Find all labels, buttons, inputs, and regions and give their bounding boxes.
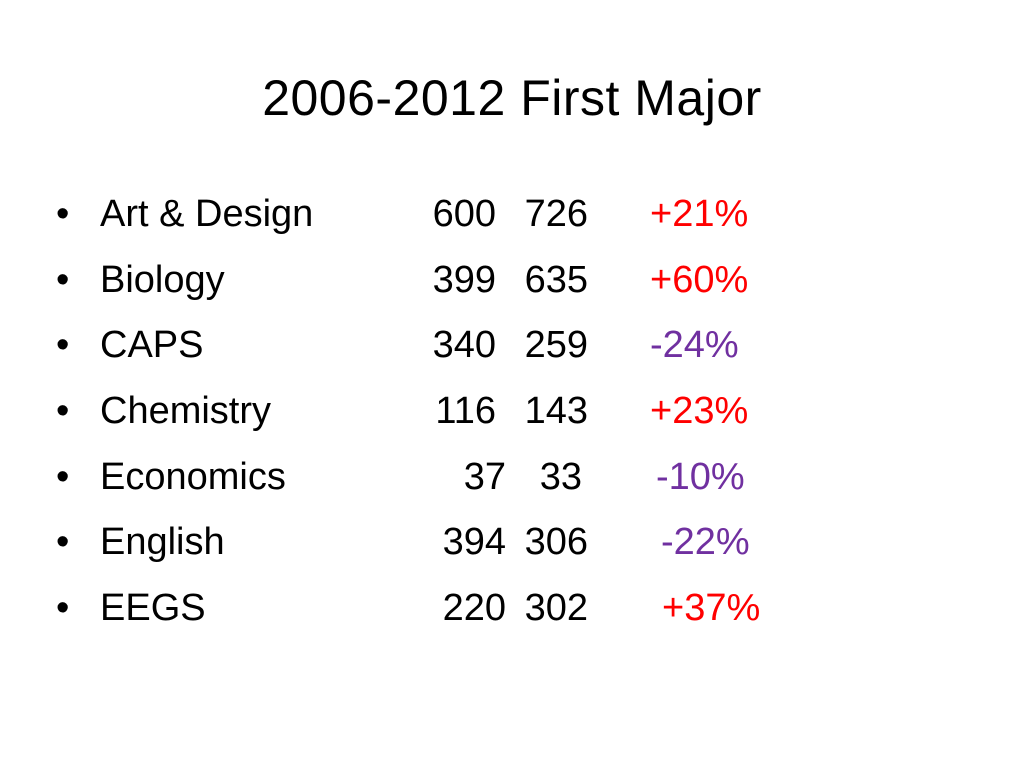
major-label: Biology bbox=[100, 258, 225, 301]
value-2012: 306 bbox=[524, 521, 588, 564]
list-item-english: • English 394 306 -22% bbox=[56, 512, 956, 578]
value-2012: 726 bbox=[524, 193, 588, 235]
percent-change: +21% bbox=[650, 193, 749, 235]
bullet-icon: • bbox=[56, 193, 70, 235]
value-2006: 399 bbox=[432, 258, 496, 301]
value-2012: 259 bbox=[524, 324, 588, 367]
value-2006: 37 bbox=[463, 455, 506, 498]
slide-title: 2006-2012 First Major bbox=[262, 70, 762, 126]
major-label: EEGS bbox=[100, 587, 206, 630]
value-2012: 302 bbox=[524, 587, 588, 630]
percent-change: -10% bbox=[656, 455, 745, 498]
list-item-caps: • CAPS 340 259 -24% bbox=[56, 315, 956, 381]
value-2006: 116 bbox=[435, 390, 496, 433]
major-label: English bbox=[100, 521, 225, 564]
value-2012: 143 bbox=[524, 390, 588, 433]
list-item-biology: • Biology 399 635 +60% bbox=[56, 250, 956, 316]
value-2012: 635 bbox=[524, 258, 588, 301]
list-item-economics: • Economics 37 33 -10% bbox=[56, 447, 956, 513]
percent-change: +60% bbox=[650, 258, 749, 301]
value-2006: 394 bbox=[442, 521, 506, 564]
value-2006: 340 bbox=[432, 324, 496, 367]
bullet-icon: • bbox=[56, 455, 70, 498]
major-label: Economics bbox=[100, 455, 286, 498]
percent-change: +23% bbox=[650, 390, 749, 433]
list-item-chemistry: • Chemistry 116 143 +23% bbox=[56, 381, 956, 447]
bullet-icon: • bbox=[56, 258, 70, 301]
percent-change: -24% bbox=[650, 324, 739, 367]
value-2006: 600 bbox=[432, 193, 496, 235]
major-label: CAPS bbox=[100, 324, 204, 367]
percent-change: +37% bbox=[662, 587, 761, 630]
bullet-icon: • bbox=[56, 521, 70, 564]
list-item-eegs: • EEGS 220 302 +37% bbox=[56, 578, 956, 644]
bullet-icon: • bbox=[56, 587, 70, 630]
percent-change: -22% bbox=[661, 521, 750, 564]
value-2006: 220 bbox=[442, 587, 506, 630]
bullet-icon: • bbox=[56, 390, 70, 433]
bullet-icon: • bbox=[56, 324, 70, 367]
list-item-art-design: • Art & Design 600 726 +21% bbox=[56, 184, 956, 250]
value-2012: 33 bbox=[539, 455, 582, 498]
major-label: Chemistry bbox=[100, 390, 272, 433]
bullet-list: • Art & Design 600 726 +21% • Biology 39… bbox=[56, 184, 956, 644]
major-label: Art & Design bbox=[100, 193, 314, 235]
